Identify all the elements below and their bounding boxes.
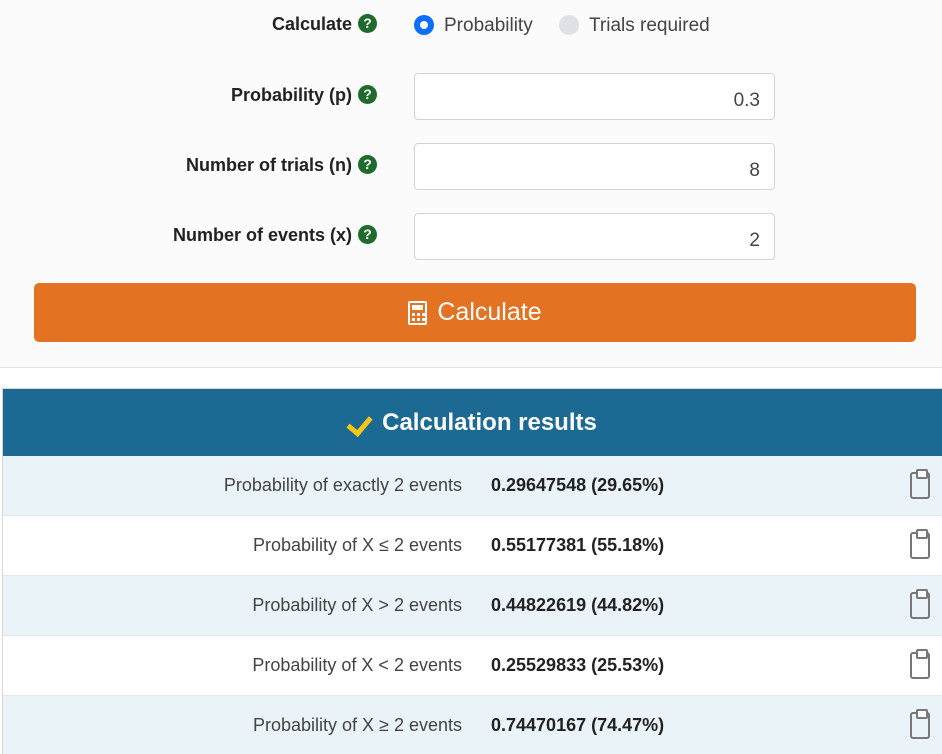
results-title: Calculation results bbox=[382, 408, 597, 436]
result-label: Probability of X > 2 events bbox=[252, 595, 462, 615]
calculate-button[interactable]: Calculate bbox=[34, 283, 916, 342]
trials-label: Number of trials (n) bbox=[185, 155, 352, 175]
help-icon[interactable]: ? bbox=[358, 14, 377, 33]
help-icon[interactable]: ? bbox=[358, 85, 377, 104]
results-panel: Calculation results Probability of exact… bbox=[2, 388, 942, 754]
result-value: 0.55177381 (55.18%) bbox=[491, 535, 665, 555]
result-row: Probability of X > 2 events 0.44822619 (… bbox=[3, 576, 942, 636]
results-header: Calculation results bbox=[3, 389, 942, 456]
result-label: Probability of exactly 2 events bbox=[223, 475, 462, 495]
calculator-form: Calculate ? Probability Trials required … bbox=[0, 0, 942, 368]
clipboard-icon[interactable] bbox=[910, 469, 930, 499]
result-row: Probability of X ≤ 2 events 0.55177381 (… bbox=[3, 516, 942, 576]
result-label: Probability of X ≤ 2 events bbox=[253, 535, 462, 555]
checkmark-icon bbox=[348, 412, 374, 434]
radio-probability[interactable] bbox=[414, 15, 434, 35]
calculate-label: Calculate bbox=[271, 14, 352, 34]
calculator-icon bbox=[408, 300, 428, 325]
result-row: Probability of exactly 2 events 0.296475… bbox=[3, 456, 942, 516]
trials-input[interactable] bbox=[414, 143, 775, 190]
result-value: 0.74470167 (74.47%) bbox=[491, 715, 665, 735]
probability-input[interactable] bbox=[414, 73, 775, 120]
result-value: 0.44822619 (44.82%) bbox=[491, 595, 665, 615]
help-icon[interactable]: ? bbox=[358, 225, 377, 244]
radio-trials-required-label[interactable]: Trials required bbox=[589, 15, 710, 36]
clipboard-icon[interactable] bbox=[910, 529, 930, 559]
result-row: Probability of X < 2 events 0.25529833 (… bbox=[3, 636, 942, 696]
radio-trials-required[interactable] bbox=[559, 15, 579, 35]
probability-label: Probability (p) bbox=[231, 85, 352, 105]
help-icon[interactable]: ? bbox=[358, 155, 377, 174]
result-label: Probability of X < 2 events bbox=[252, 655, 462, 675]
calculate-button-label: Calculate bbox=[437, 298, 542, 326]
clipboard-icon[interactable] bbox=[910, 709, 930, 739]
result-value: 0.25529833 (25.53%) bbox=[491, 655, 665, 675]
radio-probability-label[interactable]: Probability bbox=[444, 15, 533, 36]
events-label: Number of events (x) bbox=[172, 225, 352, 245]
clipboard-icon[interactable] bbox=[910, 589, 930, 619]
events-input[interactable] bbox=[414, 213, 775, 260]
clipboard-icon[interactable] bbox=[910, 649, 930, 679]
result-value: 0.29647548 (29.65%) bbox=[491, 475, 665, 495]
result-row: Probability of X ≥ 2 events 0.74470167 (… bbox=[3, 696, 942, 754]
result-label: Probability of X ≥ 2 events bbox=[253, 715, 462, 735]
